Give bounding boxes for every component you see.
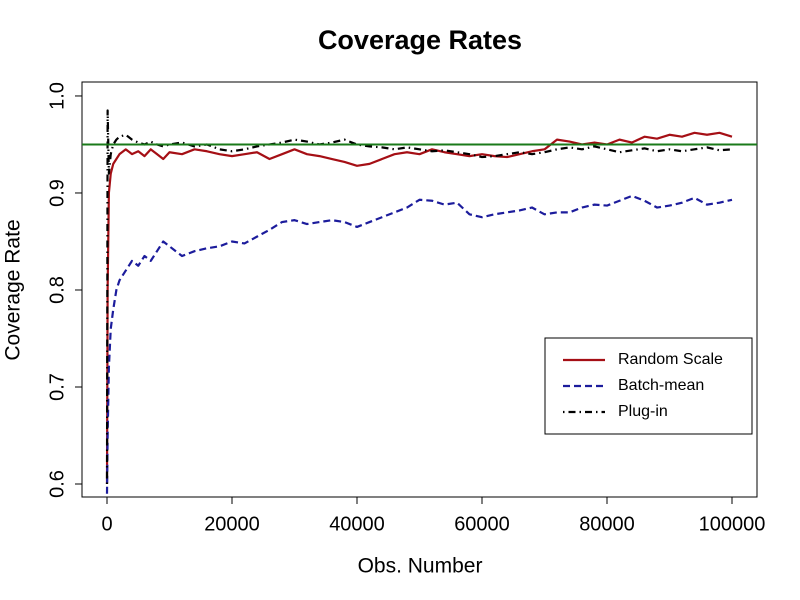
- x-tick-label: 60000: [454, 513, 510, 535]
- series-line: [105, 194, 733, 494]
- y-tick-label: 0.6: [46, 470, 68, 498]
- x-tick-label: 80000: [579, 513, 635, 535]
- legend-label: Plug-in: [618, 403, 668, 420]
- y-tick-label: 0.8: [46, 276, 68, 304]
- x-tick-label: 40000: [329, 513, 385, 535]
- x-tick-label: 100000: [699, 513, 766, 535]
- y-tick-label: 0.7: [46, 373, 68, 401]
- legend-label: Batch-mean: [618, 377, 704, 394]
- x-axis-label: Obs. Number: [358, 555, 483, 578]
- y-axis-label: Coverage Rate: [2, 219, 25, 360]
- y-tick-label: 0.9: [46, 179, 68, 207]
- x-tick-label: 0: [101, 513, 112, 535]
- chart-title: Coverage Rates: [318, 25, 522, 55]
- x-tick-label: 20000: [204, 513, 260, 535]
- legend-label: Random Scale: [618, 351, 723, 368]
- y-tick-label: 1.0: [46, 82, 68, 110]
